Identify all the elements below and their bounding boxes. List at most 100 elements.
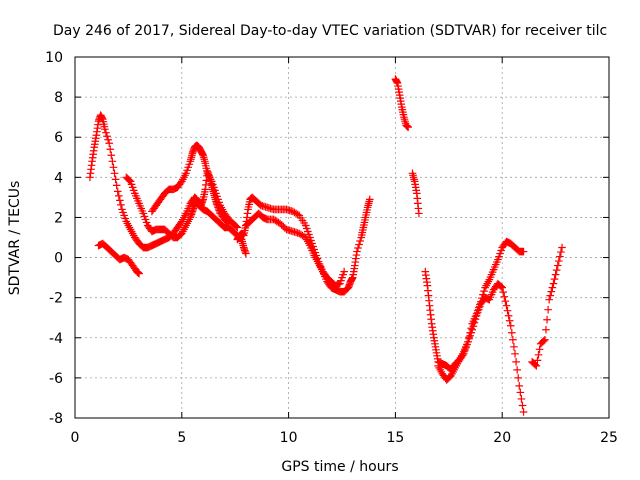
- data-point-marker: [464, 337, 472, 346]
- data-point-marker: [208, 180, 217, 189]
- data-point-marker: [110, 169, 119, 178]
- data-point-marker: [510, 343, 518, 351]
- data-point-marker: [552, 266, 561, 274]
- data-point-marker: [543, 315, 551, 324]
- data-point-marker: [119, 208, 127, 217]
- data-point-marker: [505, 316, 514, 325]
- y-tick-label: 8: [54, 90, 63, 106]
- series-track-j: [434, 279, 528, 416]
- data-point-marker: [118, 205, 126, 214]
- x-tick-label: 25: [600, 430, 618, 446]
- series-track-k: [528, 243, 566, 370]
- data-point-marker: [107, 151, 116, 160]
- data-point-marker: [114, 192, 123, 200]
- data-point-marker: [474, 305, 483, 314]
- data-point-marker: [356, 237, 364, 245]
- data-point-marker: [232, 222, 241, 231]
- data-point-marker: [498, 283, 506, 292]
- data-point-marker: [531, 361, 540, 369]
- x-tick-label: 15: [386, 430, 404, 446]
- data-point-marker: [210, 183, 218, 192]
- data-point-marker: [404, 123, 413, 131]
- data-point-marker: [547, 287, 556, 296]
- y-tick-label: -6: [49, 371, 63, 387]
- data-point-marker: [139, 209, 148, 218]
- series-track-g: [391, 75, 413, 131]
- series-track-d: [148, 141, 242, 232]
- data-point-marker: [109, 163, 118, 172]
- data-point-marker: [519, 408, 528, 416]
- data-point-marker: [184, 163, 193, 172]
- data-point-marker: [101, 125, 109, 133]
- series-track-h: [408, 169, 423, 218]
- data-point-marker: [108, 157, 117, 166]
- y-tick-label: 6: [54, 130, 63, 146]
- data-point-marker: [541, 335, 549, 344]
- data-point-marker: [542, 325, 550, 334]
- data-point-marker: [215, 198, 223, 207]
- data-point-marker: [549, 279, 558, 288]
- y-tick-label: 0: [54, 251, 63, 267]
- data-point-marker: [142, 218, 151, 227]
- data-point-marker: [211, 186, 219, 195]
- data-point-marker: [467, 328, 476, 337]
- series-track-i: [421, 237, 528, 374]
- data-point-marker: [121, 214, 129, 223]
- data-point-marker: [207, 177, 216, 186]
- data-point-marker: [120, 211, 128, 220]
- data-point-marker: [355, 240, 363, 249]
- x-tick-label: 20: [493, 430, 511, 446]
- data-point-marker: [473, 308, 482, 317]
- data-point-marker: [213, 192, 221, 201]
- data-point-marker: [508, 328, 516, 337]
- data-point-marker: [336, 279, 344, 288]
- data-point-marker: [496, 249, 504, 258]
- data-point-marker: [111, 175, 120, 184]
- data-point-marker: [471, 315, 480, 324]
- data-point-marker: [242, 249, 250, 258]
- data-point-marker: [497, 246, 505, 255]
- data-point-marker: [546, 291, 555, 300]
- data-point-marker: [517, 395, 526, 403]
- data-point-marker: [515, 382, 524, 390]
- data-point-marker: [472, 311, 481, 320]
- data-point-marker: [183, 166, 191, 175]
- data-point-marker: [468, 325, 477, 334]
- x-tick-label: 0: [71, 430, 80, 446]
- data-point-marker: [548, 283, 557, 292]
- data-point-marker: [116, 196, 124, 205]
- data-point-marker: [128, 183, 137, 192]
- data-point-marker: [279, 222, 288, 231]
- data-point-marker: [553, 261, 562, 270]
- data-point-marker: [185, 160, 194, 169]
- data-point-marker: [514, 374, 523, 382]
- data-point-marker: [509, 335, 517, 344]
- data-point-marker: [304, 227, 312, 236]
- data-point-marker: [516, 388, 525, 397]
- data-point-marker: [212, 189, 220, 198]
- data-point-marker: [545, 295, 553, 304]
- data-point-marker: [512, 358, 520, 366]
- data-point-marker: [337, 276, 345, 285]
- data-point-marker: [506, 321, 515, 330]
- data-point-marker: [465, 334, 473, 343]
- data-point-marker: [106, 145, 115, 154]
- data-point-marker: [354, 244, 362, 252]
- data-point-marker: [504, 311, 513, 320]
- x-tick-label: 10: [280, 430, 298, 446]
- series-track-f: [242, 209, 348, 290]
- data-point-marker: [497, 282, 505, 291]
- data-point-marker: [103, 132, 111, 141]
- data-point-marker: [499, 288, 508, 296]
- data-point-marker: [550, 275, 559, 283]
- data-point-marker: [105, 139, 113, 148]
- data-point-marker: [540, 336, 548, 345]
- data-point-marker: [533, 356, 542, 365]
- data-point-marker: [556, 252, 564, 261]
- y-tick-label: 10: [45, 50, 63, 66]
- data-point-marker: [117, 201, 125, 209]
- data-point-marker: [104, 135, 112, 144]
- data-point-marker: [535, 345, 544, 354]
- data-point-marker: [129, 186, 138, 195]
